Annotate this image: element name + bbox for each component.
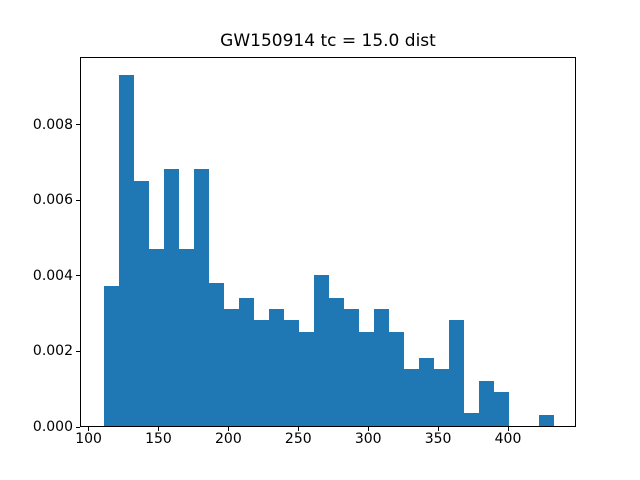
x-tick-label: 350 xyxy=(424,431,452,447)
histogram-bar xyxy=(238,297,254,426)
x-tick-label: 300 xyxy=(354,431,382,447)
x-tick xyxy=(367,427,369,431)
x-tick xyxy=(227,427,229,431)
histogram-bar xyxy=(178,248,194,426)
histogram-bar xyxy=(449,320,465,426)
x-tick-label: 200 xyxy=(215,431,242,447)
histogram-bar xyxy=(374,308,390,426)
histogram-bar xyxy=(298,331,314,426)
chart-title: GW150914 tc = 15.0 dist xyxy=(220,31,436,51)
histogram-bar xyxy=(118,74,134,426)
histogram-bar xyxy=(359,331,375,426)
x-tick-label: 250 xyxy=(284,431,312,447)
histogram-bar xyxy=(208,282,224,426)
histogram-bar xyxy=(133,180,149,426)
histogram-bar xyxy=(464,412,480,426)
x-tick xyxy=(88,427,90,431)
histogram-bar xyxy=(103,286,119,426)
histogram-bar xyxy=(148,248,164,426)
y-tick-label: 0.004 xyxy=(32,267,73,284)
histogram-bar xyxy=(419,358,435,426)
x-tick xyxy=(507,427,509,431)
histogram-bar xyxy=(479,380,495,426)
histogram-bar xyxy=(434,369,450,426)
histogram-bar xyxy=(163,169,179,426)
y-tick-label: 0.000 xyxy=(32,419,73,435)
x-tick-label: 400 xyxy=(494,431,522,447)
histogram-bar xyxy=(329,297,345,426)
histogram-bar xyxy=(283,320,299,426)
y-tick xyxy=(76,124,80,126)
x-tick xyxy=(437,427,439,431)
histogram-bar xyxy=(313,274,329,426)
histogram-bar xyxy=(223,308,239,426)
y-tick xyxy=(76,275,80,277)
y-tick xyxy=(76,199,80,201)
x-tick xyxy=(297,427,299,431)
y-tick-label: 0.006 xyxy=(32,192,73,209)
x-tick-label: 100 xyxy=(75,431,102,447)
histogram-bar xyxy=(193,169,209,426)
histogram-bar xyxy=(494,392,510,426)
x-tick xyxy=(157,427,159,431)
y-tick xyxy=(76,426,80,428)
y-tick-label: 0.008 xyxy=(32,116,73,133)
plot-area xyxy=(80,57,576,427)
x-tick-label: 150 xyxy=(145,431,172,447)
histogram-bar xyxy=(404,369,420,426)
y-tick-label: 0.002 xyxy=(32,343,73,360)
histogram-bar xyxy=(539,414,555,426)
histogram-bar xyxy=(268,308,284,426)
histogram-bar xyxy=(389,331,405,426)
y-tick xyxy=(76,350,80,352)
histogram-bar xyxy=(253,320,269,426)
histogram-bar xyxy=(344,308,360,426)
